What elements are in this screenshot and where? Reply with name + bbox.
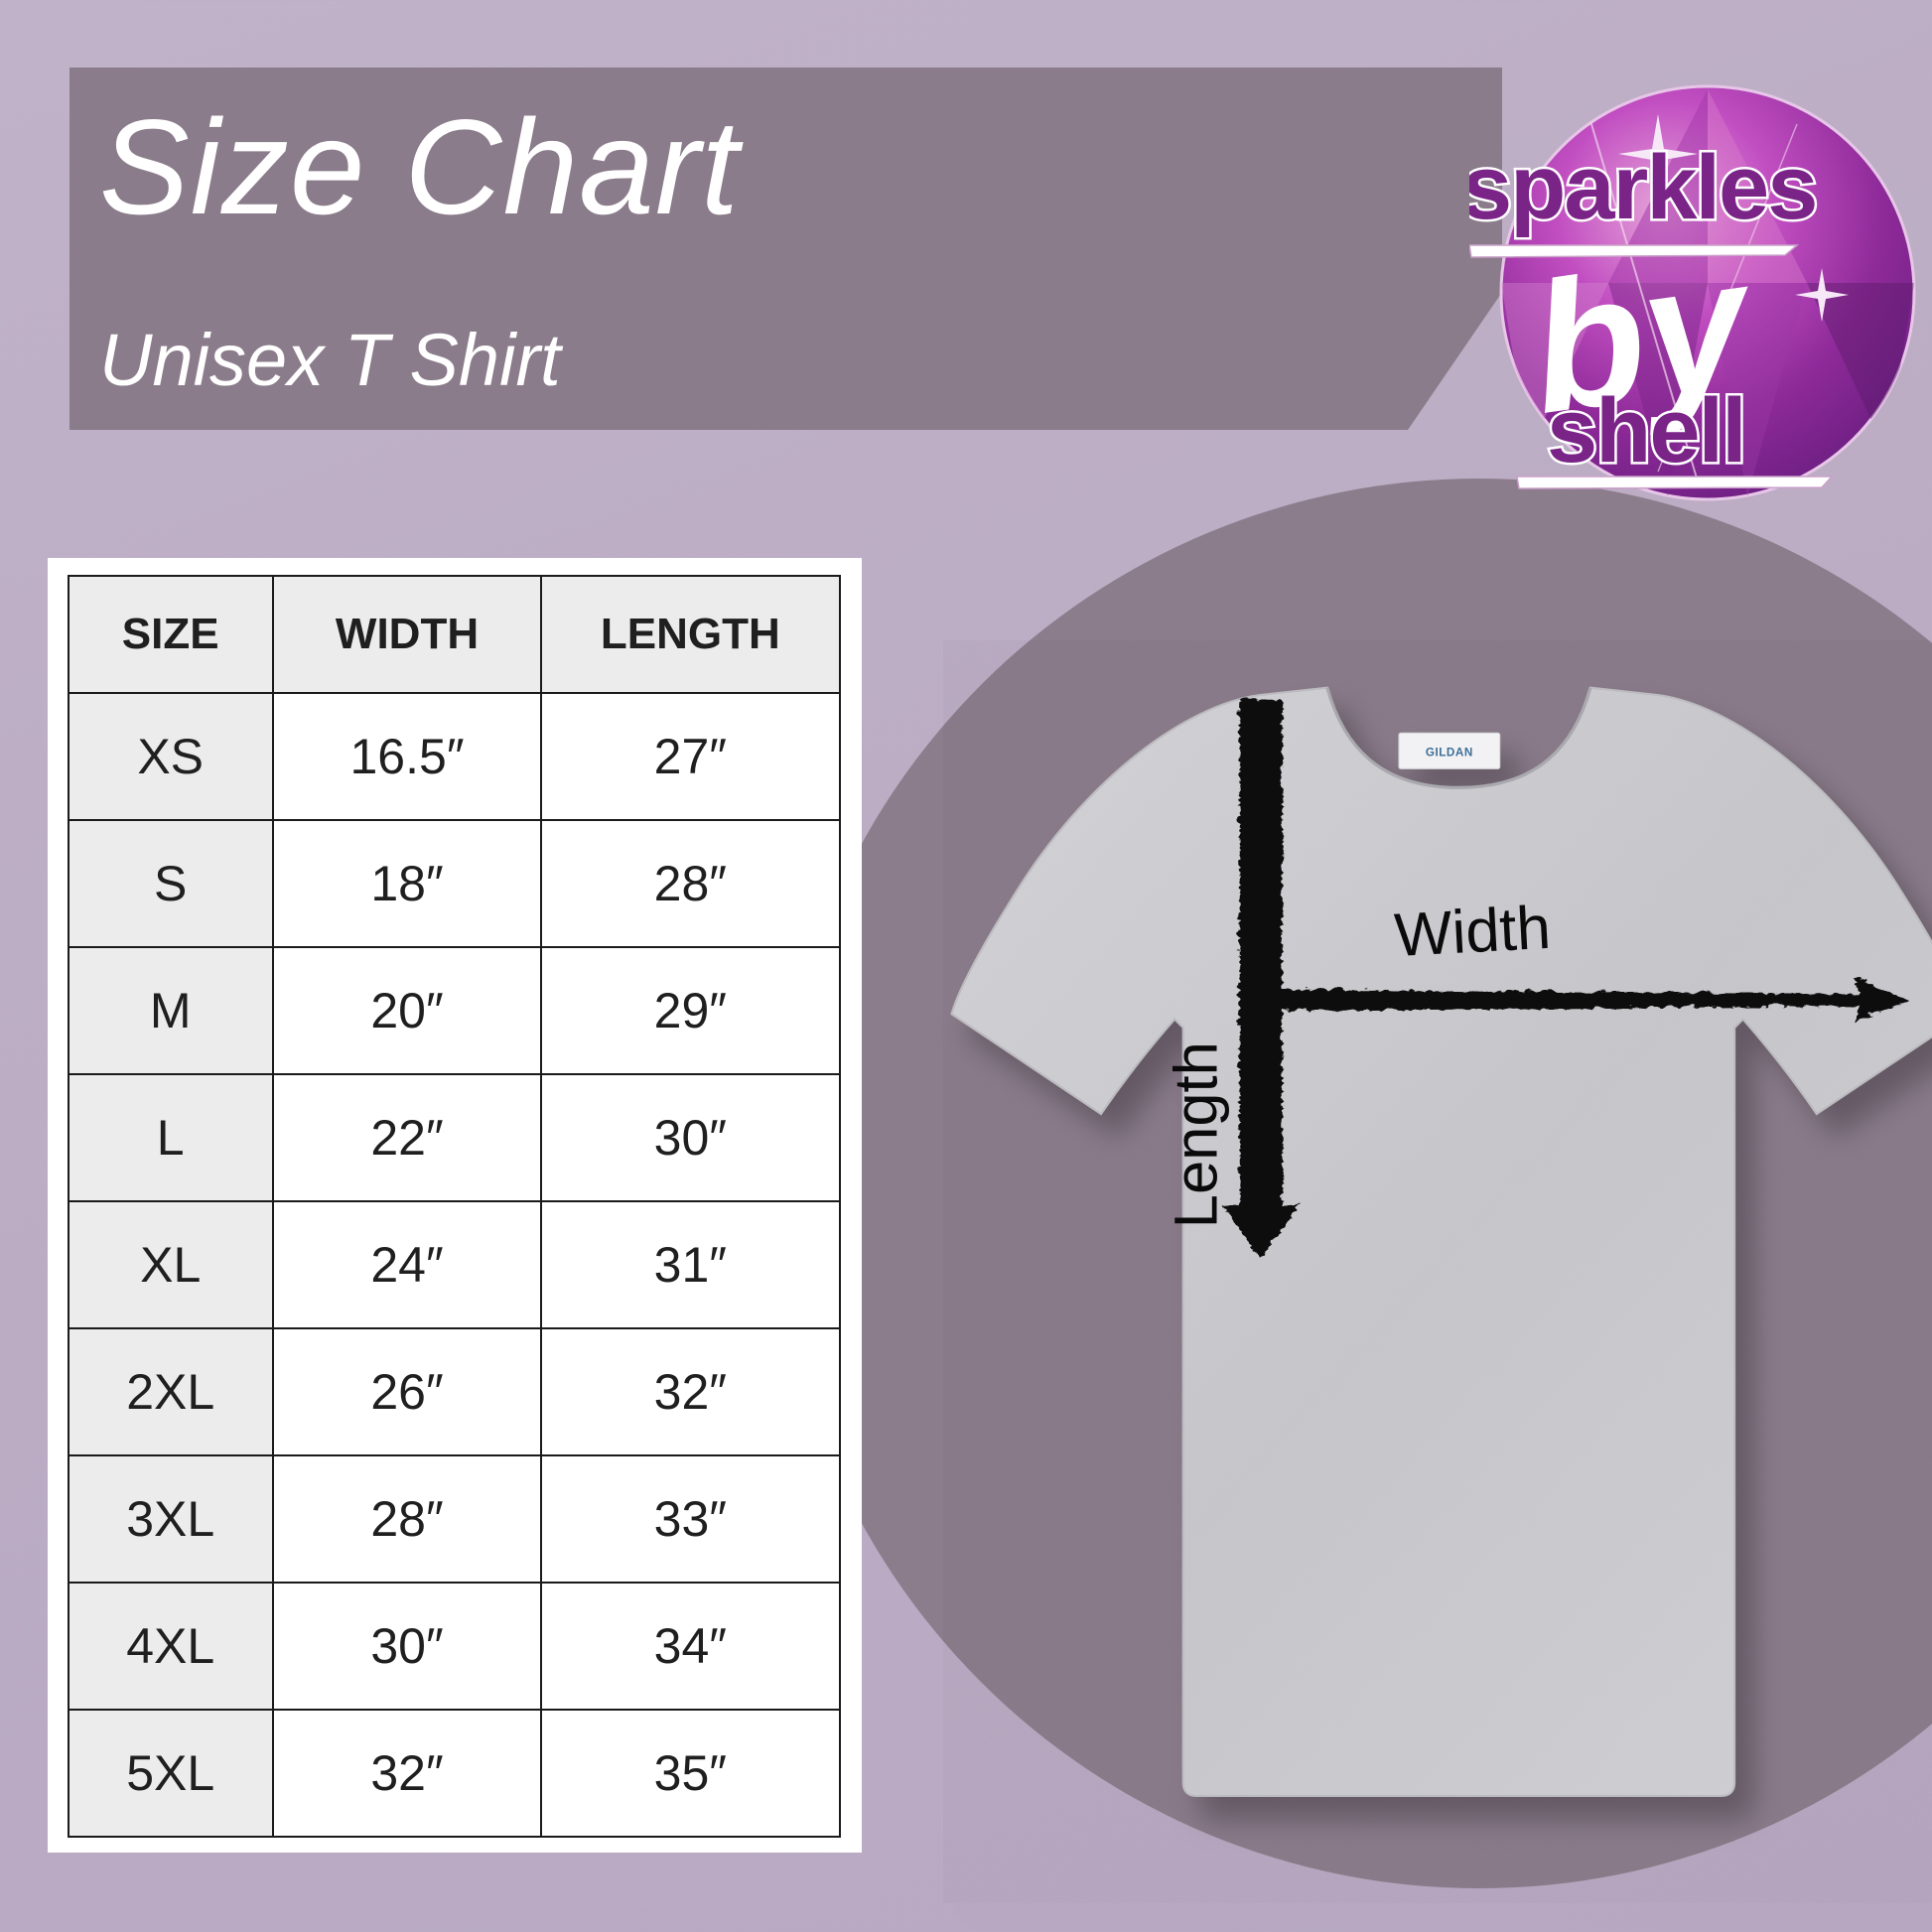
svg-text:Length: Length xyxy=(1163,1041,1231,1228)
svg-text:GILDAN: GILDAN xyxy=(1426,747,1473,759)
svg-text:sparkles: sparkles xyxy=(1469,137,1816,238)
svg-text:Width: Width xyxy=(1393,894,1553,970)
svg-text:shell: shell xyxy=(1547,380,1745,482)
